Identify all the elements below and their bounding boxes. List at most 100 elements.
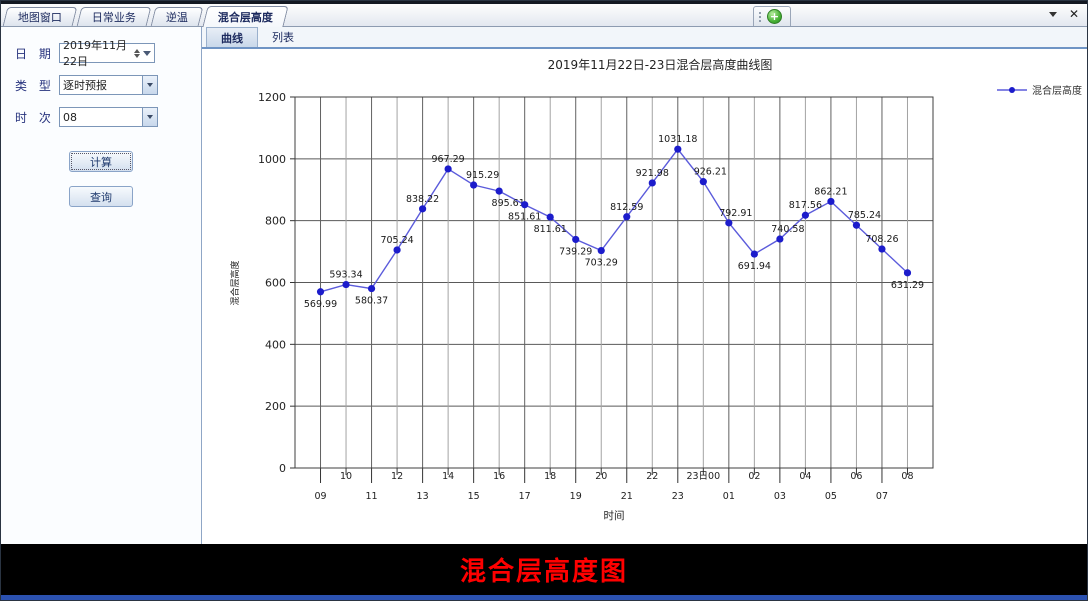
svg-text:703.29: 703.29 bbox=[585, 258, 618, 269]
svg-text:926.21: 926.21 bbox=[694, 167, 727, 178]
time-dropdown-button[interactable] bbox=[143, 107, 158, 127]
calculate-button[interactable]: 计算 bbox=[69, 151, 133, 172]
svg-text:800: 800 bbox=[265, 215, 286, 228]
query-button[interactable]: 查询 bbox=[69, 186, 133, 207]
svg-text:06: 06 bbox=[850, 471, 862, 482]
sidebar-buttons: 计算 查询 bbox=[1, 151, 201, 207]
svg-text:13: 13 bbox=[417, 491, 429, 502]
footer-bar: 混合层高度图 bbox=[1, 544, 1087, 595]
svg-text:593.34: 593.34 bbox=[329, 270, 362, 281]
tab-label: 地图窗口 bbox=[17, 11, 62, 24]
svg-text:915.29: 915.29 bbox=[466, 170, 499, 181]
type-dropdown-button[interactable] bbox=[143, 75, 158, 95]
svg-text:967.29: 967.29 bbox=[431, 154, 464, 165]
svg-text:20: 20 bbox=[595, 471, 607, 482]
svg-text:792.91: 792.91 bbox=[719, 208, 752, 219]
svg-text:580.37: 580.37 bbox=[355, 296, 388, 307]
svg-text:09: 09 bbox=[314, 491, 326, 502]
svg-text:0: 0 bbox=[279, 462, 286, 475]
add-tab-container: + bbox=[753, 6, 791, 26]
svg-text:14: 14 bbox=[442, 471, 454, 482]
date-spinner-icon[interactable] bbox=[134, 48, 140, 58]
svg-text:740.58: 740.58 bbox=[771, 224, 804, 235]
svg-text:569.99: 569.99 bbox=[304, 299, 337, 310]
svg-text:812.59: 812.59 bbox=[610, 202, 643, 213]
bottom-accent-strip bbox=[1, 595, 1087, 600]
date-dropdown-icon[interactable] bbox=[143, 50, 151, 56]
svg-text:01: 01 bbox=[723, 491, 735, 502]
chart-area: 2019年11月22日-23日混合层高度曲线图混合层高度 0 200 400 600 80… bbox=[202, 49, 1087, 551]
svg-text:631.29: 631.29 bbox=[891, 280, 924, 291]
main-tab-bar: 地图窗口 日常业务 逆温 混合层高度 + ✕ bbox=[1, 4, 1087, 27]
svg-text:1000: 1000 bbox=[258, 153, 286, 166]
svg-text:200: 200 bbox=[265, 400, 286, 413]
type-label: 类 型 bbox=[15, 78, 55, 93]
svg-text:838.22: 838.22 bbox=[406, 194, 439, 205]
svg-text:12: 12 bbox=[391, 471, 403, 482]
svg-text:10: 10 bbox=[340, 471, 352, 482]
subtab-label: 曲线 bbox=[221, 31, 243, 45]
svg-text:时间: 时间 bbox=[604, 509, 625, 522]
tab-map-window[interactable]: 地图窗口 bbox=[2, 7, 78, 26]
type-value: 逐时预报 bbox=[63, 79, 107, 92]
svg-text:851.61: 851.61 bbox=[508, 212, 541, 223]
sidebar: 日 期 2019年11月22日 类 型 bbox=[1, 27, 202, 544]
tab-inversion[interactable]: 逆温 bbox=[150, 7, 204, 26]
time-value: 08 bbox=[63, 110, 77, 124]
svg-text:1031.18: 1031.18 bbox=[658, 134, 697, 145]
svg-text:23: 23 bbox=[672, 491, 684, 502]
date-input[interactable]: 2019年11月22日 bbox=[59, 39, 155, 68]
svg-text:03: 03 bbox=[774, 491, 786, 502]
time-row: 时 次 08 bbox=[15, 107, 201, 127]
svg-text:691.94: 691.94 bbox=[738, 261, 771, 272]
time-input[interactable]: 08 bbox=[59, 107, 143, 127]
type-input[interactable]: 逐时预报 bbox=[59, 75, 143, 95]
date-value: 2019年11月22日 bbox=[63, 39, 127, 68]
window-top-strip bbox=[1, 1, 1087, 4]
svg-text:739.29: 739.29 bbox=[559, 246, 592, 257]
footer-caption: 混合层高度图 bbox=[459, 557, 628, 587]
subtab-label: 列表 bbox=[272, 31, 294, 44]
content-area: 日 期 2019年11月22日 类 型 bbox=[1, 27, 1087, 551]
date-row: 日 期 2019年11月22日 bbox=[15, 39, 201, 68]
svg-text:18: 18 bbox=[544, 471, 556, 482]
tab-daily-business[interactable]: 日常业务 bbox=[76, 7, 152, 26]
main-panel: 曲线 列表 2019年11月22日-23日混合层高度曲线图 混合层高度 0 200 40… bbox=[202, 27, 1087, 551]
svg-text:400: 400 bbox=[265, 338, 286, 351]
tab-curve[interactable]: 曲线 bbox=[206, 27, 258, 47]
tab-label: 日常业务 bbox=[91, 11, 136, 24]
svg-text:15: 15 bbox=[468, 491, 480, 502]
svg-text:785.24: 785.24 bbox=[848, 210, 881, 221]
time-label: 时 次 bbox=[15, 110, 55, 125]
chevron-down-icon[interactable] bbox=[1048, 11, 1057, 17]
type-row: 类 型 逐时预报 bbox=[15, 75, 201, 95]
svg-text:22: 22 bbox=[646, 471, 658, 482]
tab-mixed-layer-height[interactable]: 混合层高度 bbox=[202, 6, 289, 27]
svg-text:07: 07 bbox=[876, 491, 888, 502]
tab-label: 逆温 bbox=[165, 11, 188, 24]
add-tab-icon[interactable]: + bbox=[767, 9, 782, 24]
svg-text:705.24: 705.24 bbox=[380, 235, 413, 246]
svg-text:02: 02 bbox=[748, 471, 760, 482]
date-label: 日 期 bbox=[15, 46, 55, 61]
svg-text:23日00: 23日00 bbox=[686, 471, 720, 482]
svg-text:08: 08 bbox=[901, 471, 913, 482]
window-controls: ✕ bbox=[1048, 7, 1079, 21]
view-tab-bar: 曲线 列表 bbox=[202, 27, 1087, 49]
tab-label: 混合层高度 bbox=[217, 11, 273, 24]
svg-text:17: 17 bbox=[519, 491, 531, 502]
svg-text:600: 600 bbox=[265, 277, 286, 290]
svg-text:2019年11月22日-23日混合层高度曲线图: 2019年11月22日-23日混合层高度曲线图 bbox=[548, 57, 773, 72]
svg-text:21: 21 bbox=[621, 491, 633, 502]
svg-text:11: 11 bbox=[366, 491, 378, 502]
svg-text:708.26: 708.26 bbox=[865, 234, 898, 245]
svg-text:05: 05 bbox=[825, 491, 837, 502]
close-icon[interactable]: ✕ bbox=[1068, 7, 1079, 21]
svg-text:817.56: 817.56 bbox=[789, 200, 822, 211]
svg-text:811.61: 811.61 bbox=[534, 224, 567, 235]
svg-text:04: 04 bbox=[799, 471, 811, 482]
tab-list[interactable]: 列表 bbox=[258, 27, 308, 47]
svg-text:混合层高度: 混合层高度 bbox=[229, 260, 241, 305]
